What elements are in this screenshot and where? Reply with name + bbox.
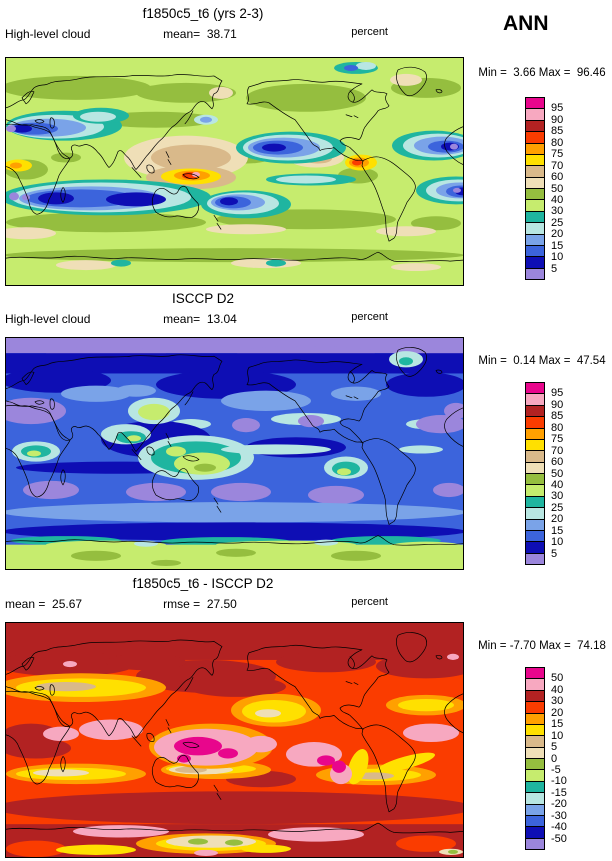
colorbar-tick-label: 70 [551, 159, 564, 172]
colorbar-diff: 50 40 30 20 15 10 5 0 -5 -10 -15 -20 -30 -40 -50 [525, 667, 567, 850]
colorbar-tick-label: 40 [551, 478, 564, 491]
colorbar-tick-label: 95 [551, 102, 564, 115]
panel3-units-label: percent [351, 596, 388, 608]
colorbar-tick-label: 80 [551, 421, 564, 434]
colorbar-tick-label: 95 [551, 387, 564, 400]
colorbar-tick-label: 60 [551, 171, 564, 184]
panel3-mean-label: mean = 25.67 [5, 597, 83, 611]
colorbar-tick-label: 10 [551, 251, 564, 264]
panel2-mean-label: mean= 13.04 [163, 312, 237, 326]
colorbar-model: 95 90 85 80 75 70 60 50 40 30 25 20 15 10 5 [525, 97, 563, 280]
colorbar-tick-label: 15 [551, 239, 564, 252]
colorbar-tick-label: -40 [551, 821, 567, 834]
colorbar-tick-label: 50 [551, 672, 564, 685]
colorbar-tick-label: 5 [551, 547, 558, 560]
colorbar-tick-label: 75 [551, 148, 564, 161]
colorbar-tick-label: 30 [551, 205, 564, 218]
colorbar-tick-label: 75 [551, 433, 564, 446]
panel3-minmax-label: Min = -7.70 Max = 74.18 [478, 640, 606, 652]
panel2-title: ISCCP D2 [171, 291, 235, 306]
colorbar-tick-label: 30 [551, 490, 564, 503]
colorbar-tick-label: 80 [551, 136, 564, 149]
colorbar-tick-label: -15 [551, 786, 567, 799]
panel2-units-label: percent [351, 311, 388, 323]
panel3-title: f1850c5_t6 - ISCCP D2 [132, 576, 274, 591]
colorbar-obs: 95 90 85 80 75 70 60 50 40 30 25 20 15 10 5 [525, 382, 563, 565]
panel1-minmax-label: Min = 3.66 Max = 96.46 [478, 67, 606, 79]
colorbar-tick-label: 40 [551, 193, 564, 206]
panel2-minmax-label: Min = 0.14 Max = 47.54 [478, 355, 606, 367]
colorbar-cell [525, 267, 545, 280]
panel1-title: f1850c5_t6 (yrs 2-3) [142, 6, 264, 21]
panel2-variable-label: High-level cloud [5, 312, 91, 326]
colorbar-tick-label: -10 [551, 775, 567, 788]
colorbar-tick-label: 85 [551, 410, 564, 423]
colorbar-tick-label: 25 [551, 501, 564, 514]
colorbar-tick-label: 85 [551, 125, 564, 138]
colorbar-tick-label: 15 [551, 718, 564, 731]
colorbar-tick-label: 50 [551, 467, 564, 480]
colorbar-tick-label: 20 [551, 228, 564, 241]
colorbar-tick-label: -20 [551, 798, 567, 811]
panel1-units-label: percent [351, 26, 388, 38]
colorbar-tick-label: 5 [551, 741, 558, 754]
colorbar-tick-label: 20 [551, 513, 564, 526]
panel3-rmse-label: rmse = 27.50 [163, 597, 237, 611]
colorbar-tick-label: 30 [551, 695, 564, 708]
map-obs [5, 337, 464, 570]
colorbar-tick-label: 10 [551, 536, 564, 549]
map-model [5, 57, 464, 286]
colorbar-tick-label: 40 [551, 683, 564, 696]
colorbar-tick-label: -50 [551, 832, 567, 845]
colorbar-tick-label: 70 [551, 444, 564, 457]
colorbar-cell [525, 837, 545, 850]
colorbar-tick-label: 90 [551, 398, 564, 411]
colorbar-tick-label: 5 [551, 262, 558, 275]
season-label: ANN [503, 12, 549, 35]
colorbar-tick-label: -5 [551, 763, 561, 776]
panel1-mean-label: mean= 38.71 [163, 27, 237, 41]
colorbar-tick-label: -30 [551, 809, 567, 822]
colorbar-tick-label: 60 [551, 456, 564, 469]
colorbar-tick-label: 15 [551, 524, 564, 537]
colorbar-tick-label: 90 [551, 113, 564, 126]
colorbar-tick-label: 0 [551, 752, 558, 765]
panel1-variable-label: High-level cloud [5, 27, 91, 41]
colorbar-cell [525, 552, 545, 565]
map-diff [5, 622, 464, 858]
colorbar-tick-label: 50 [551, 182, 564, 195]
colorbar-tick-label: 20 [551, 706, 564, 719]
colorbar-tick-label: 10 [551, 729, 564, 742]
colorbar-tick-label: 25 [551, 216, 564, 229]
